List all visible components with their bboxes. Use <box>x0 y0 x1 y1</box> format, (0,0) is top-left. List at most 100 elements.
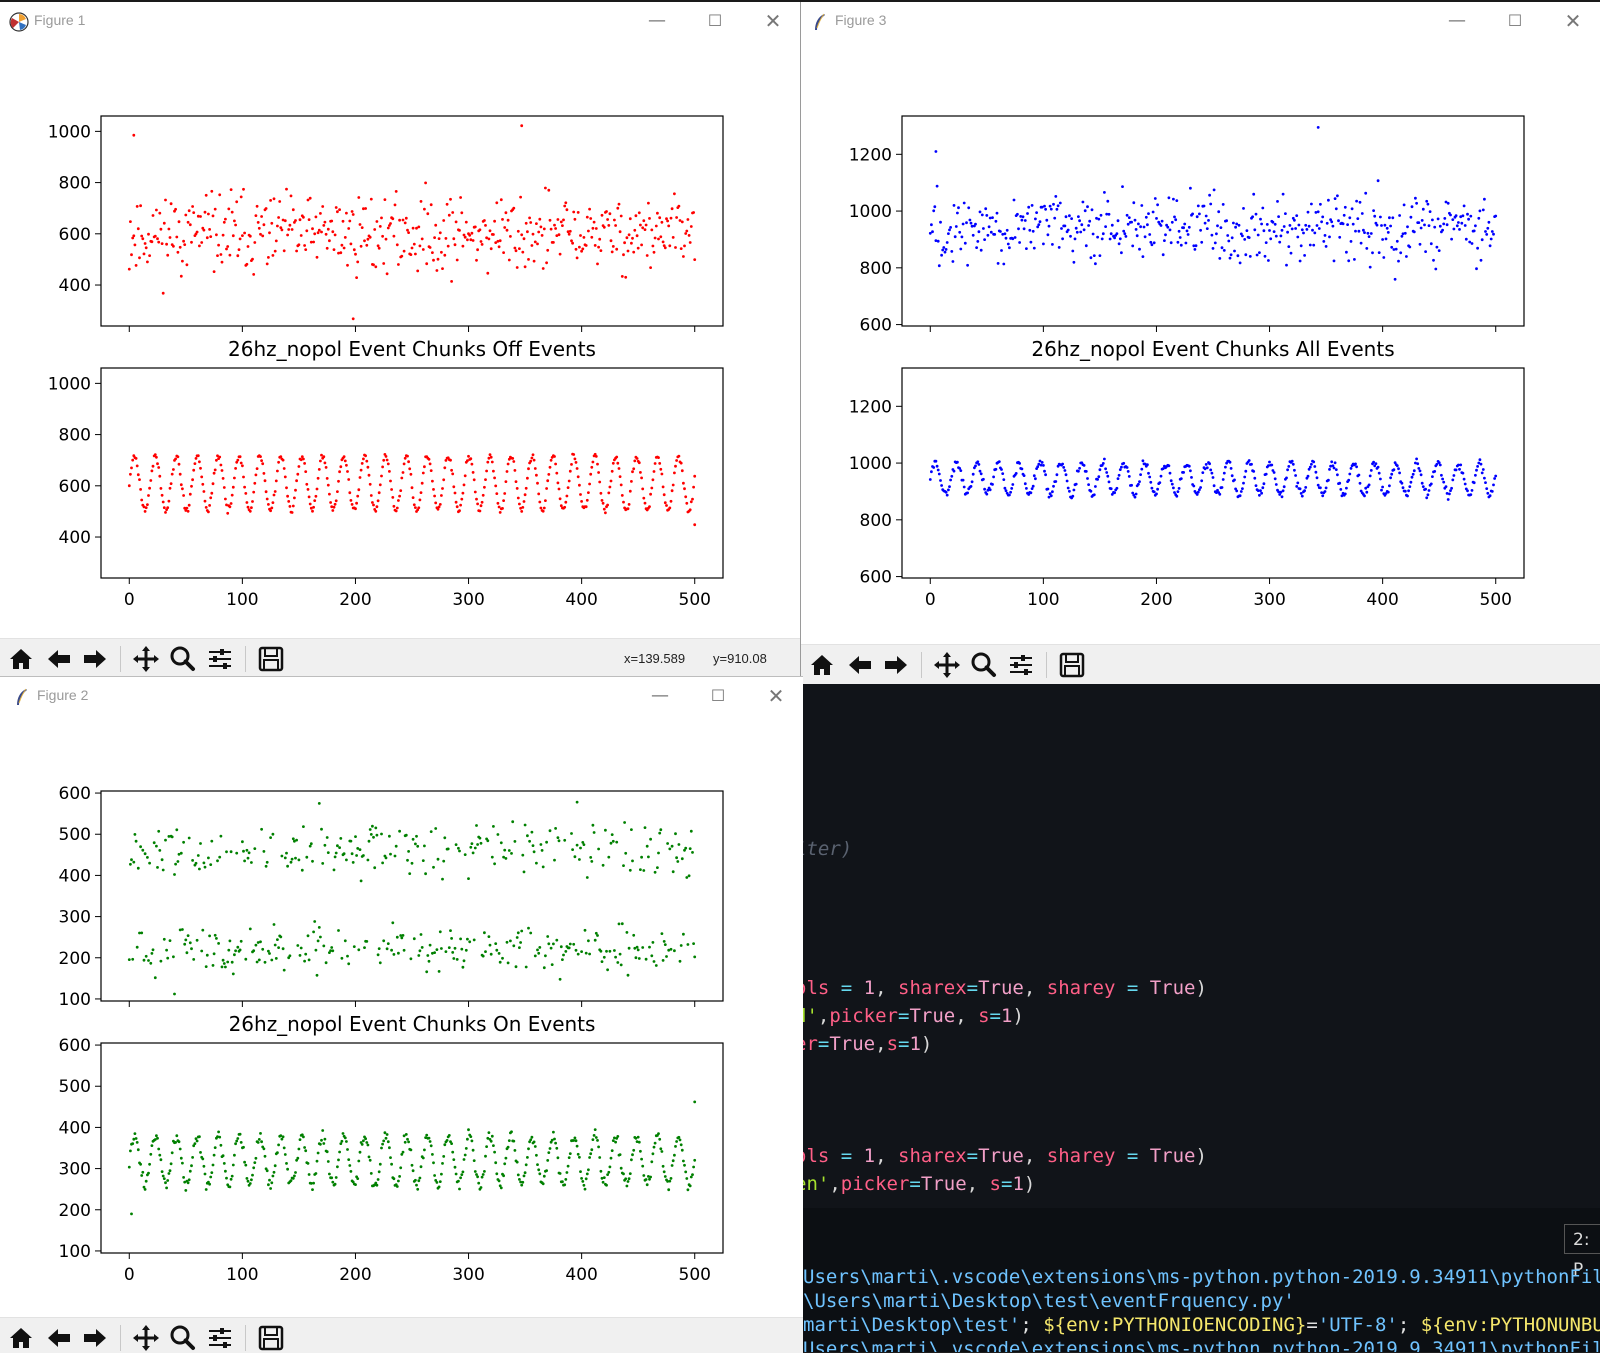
configure-subplots-button[interactable] <box>205 644 235 674</box>
scatter-point <box>159 487 163 490</box>
scatter-point <box>1293 218 1296 222</box>
back-arrow-button[interactable] <box>44 1323 74 1353</box>
scatter-point <box>454 500 458 504</box>
save-button[interactable] <box>1057 650 1087 680</box>
scatter-point <box>670 1164 674 1167</box>
home-button[interactable] <box>6 1323 36 1353</box>
scatter-point <box>296 1156 300 1160</box>
pan-button[interactable] <box>932 650 962 680</box>
home-button[interactable] <box>807 650 837 680</box>
scatter-point <box>375 505 379 509</box>
scatter-point <box>293 496 296 500</box>
scatter-point <box>1366 231 1370 235</box>
maximize-button[interactable]: ☐ <box>707 11 723 30</box>
maximize-button[interactable]: ☐ <box>710 686 726 705</box>
scatter-point <box>590 860 594 863</box>
close-button[interactable]: ✕ <box>1564 9 1582 33</box>
forward-arrow-button[interactable] <box>80 1323 110 1353</box>
scatter-point <box>591 226 595 230</box>
back-arrow-button[interactable] <box>44 644 74 674</box>
scatter-point <box>144 506 148 510</box>
scatter-point <box>425 1133 429 1137</box>
scatter-point <box>1340 494 1344 498</box>
window-titlebar[interactable]: Figure 3 — ☐ ✕ <box>801 2 1600 40</box>
scatter-point <box>1107 480 1111 484</box>
scatter-point <box>224 965 227 969</box>
configure-subplots-button[interactable] <box>1006 650 1036 680</box>
minimize-button[interactable]: — <box>648 10 666 31</box>
scatter-point <box>204 965 208 968</box>
window-titlebar[interactable]: Figure 1 — ☐ ✕ <box>0 2 800 40</box>
minimize-button[interactable]: — <box>651 685 669 706</box>
scatter-point <box>627 1177 631 1181</box>
scatter-point <box>492 233 495 236</box>
scatter-point <box>1105 471 1109 474</box>
scatter-point <box>692 485 695 489</box>
minimize-button[interactable]: — <box>1448 10 1466 31</box>
scatter-point <box>1060 227 1063 230</box>
scatter-point <box>295 1158 298 1162</box>
scatter-point <box>272 197 276 201</box>
scatter-point <box>1427 489 1431 492</box>
scatter-point <box>437 505 441 509</box>
scatter-point <box>1159 474 1163 478</box>
code-token: = <box>966 1145 979 1167</box>
scatter-point <box>233 953 236 957</box>
close-button[interactable]: ✕ <box>767 684 785 708</box>
scatter-point <box>437 237 441 241</box>
save-button[interactable] <box>256 1323 286 1353</box>
home-button[interactable] <box>6 644 36 674</box>
scatter-point <box>1244 469 1248 473</box>
scatter-point <box>1080 223 1084 227</box>
axes-frame <box>100 367 724 579</box>
scatter-point <box>230 960 234 964</box>
scatter-point <box>1349 240 1353 243</box>
scatter-point <box>589 1152 593 1156</box>
scatter-point <box>1484 230 1487 233</box>
save-button[interactable] <box>256 644 286 674</box>
scatter-point <box>1161 253 1165 257</box>
scatter-point <box>686 1188 690 1192</box>
window-titlebar[interactable]: Figure 2 — ☐ ✕ <box>0 677 803 715</box>
maximize-button[interactable]: ☐ <box>1507 11 1523 30</box>
scatter-point <box>1408 485 1412 488</box>
zoom-button[interactable] <box>167 644 197 674</box>
scatter-point <box>557 487 561 491</box>
scatter-point <box>587 939 590 943</box>
code-token: , <box>1023 977 1047 999</box>
code-editor[interactable]: iter) ols = 1, sharex=True, sharey = Tru… <box>803 684 1600 1208</box>
scatter-point <box>300 868 304 872</box>
pan-button[interactable] <box>131 644 161 674</box>
back-arrow-button[interactable] <box>845 650 875 680</box>
scatter-point <box>617 202 621 206</box>
zoom-button[interactable] <box>968 650 998 680</box>
scatter-point <box>391 921 395 925</box>
scatter-point <box>505 940 509 944</box>
scatter-point <box>1208 193 1211 197</box>
forward-arrow-button[interactable] <box>881 650 911 680</box>
scatter-point <box>395 935 399 939</box>
close-button[interactable]: ✕ <box>764 9 782 33</box>
zoom-button[interactable] <box>167 1323 197 1353</box>
scatter-point <box>151 464 155 468</box>
forward-arrow-button[interactable] <box>80 644 110 674</box>
scatter-point <box>643 501 647 505</box>
scatter-point <box>211 964 215 967</box>
configure-subplots-button[interactable] <box>205 1323 235 1353</box>
terminal-selector[interactable]: 2: P <box>1564 1224 1600 1280</box>
scatter-point <box>1390 245 1394 249</box>
zoom-icon <box>971 652 996 677</box>
scatter-point <box>225 503 228 507</box>
scatter-point <box>1343 205 1347 209</box>
pan-button[interactable] <box>131 1323 161 1353</box>
integrated-terminal[interactable]: 2: P Users\marti\.vscode\extensions\ms-p… <box>803 1208 1600 1352</box>
